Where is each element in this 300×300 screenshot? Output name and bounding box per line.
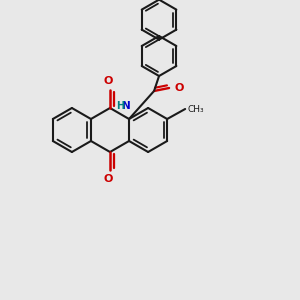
Text: O: O (103, 76, 113, 86)
Text: CH₃: CH₃ (187, 104, 204, 113)
Text: N: N (122, 101, 130, 111)
Text: O: O (103, 174, 113, 184)
Text: O: O (174, 83, 183, 93)
Text: H: H (116, 101, 124, 111)
